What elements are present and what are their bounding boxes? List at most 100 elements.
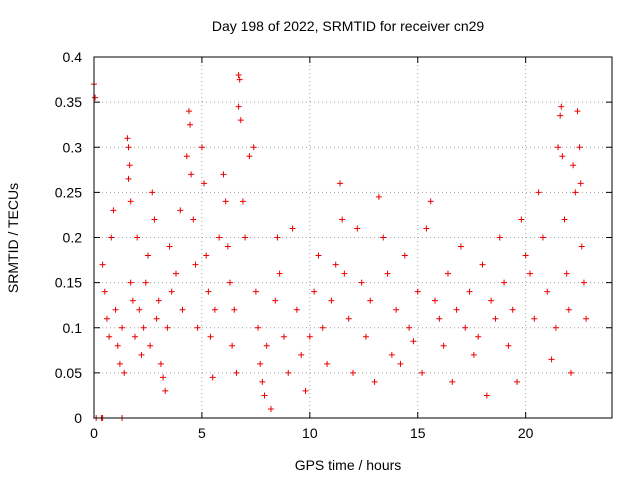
data-point [548, 356, 555, 363]
data-point [149, 189, 156, 196]
data-point [350, 369, 356, 376]
x-axis-label: GPS time / hours [295, 457, 402, 473]
data-point [216, 234, 223, 241]
x-tick-label: 20 [518, 425, 534, 441]
data-point [153, 315, 160, 322]
data-point [259, 378, 266, 385]
data-point [166, 243, 173, 250]
data-point [274, 234, 281, 241]
data-point [315, 252, 322, 259]
data-point [177, 207, 184, 214]
data-point [110, 207, 117, 214]
data-point [242, 234, 249, 241]
tick-layer: 0 0.05 0.1 0.15 0.2 0.25 0.3 0.35 0.4 0 5 10 15 20 [55, 49, 612, 441]
data-point [522, 252, 529, 259]
data-point [222, 198, 229, 205]
data-point [142, 279, 149, 286]
y-tick-label: 0.15 [55, 275, 82, 291]
data-point [328, 297, 335, 304]
data-point [134, 234, 141, 241]
data-point [555, 144, 562, 151]
data-points [91, 72, 590, 421]
data-point [229, 342, 236, 349]
data-point [302, 387, 309, 394]
data-point [185, 108, 192, 115]
data-point [436, 315, 443, 322]
data-point [187, 121, 194, 128]
y-tick-label: 0.1 [63, 320, 83, 336]
data-point [236, 76, 243, 83]
data-point [293, 306, 300, 313]
data-point [205, 288, 212, 295]
data-point [432, 297, 439, 304]
y-tick-label: 0.05 [55, 365, 82, 381]
data-point [475, 333, 482, 340]
data-point [126, 162, 133, 169]
data-point [558, 103, 565, 110]
data-point [252, 288, 259, 295]
data-point [388, 351, 395, 358]
data-point [367, 297, 374, 304]
data-point [544, 288, 551, 295]
data-point [147, 342, 154, 349]
data-point [261, 392, 268, 399]
data-point [231, 306, 238, 313]
data-point [505, 342, 512, 349]
data-point [289, 225, 296, 232]
grid-layer [94, 57, 612, 418]
data-point [337, 180, 344, 187]
data-point [192, 261, 199, 268]
data-point [539, 234, 546, 241]
data-point [574, 108, 581, 115]
data-point [567, 369, 574, 376]
data-point [401, 252, 408, 259]
data-point [419, 369, 426, 376]
data-point [194, 324, 201, 331]
data-point [132, 333, 139, 340]
data-point [371, 378, 378, 385]
y-axis-label: SRMTID / TECUs [5, 183, 21, 293]
data-point [358, 279, 365, 286]
data-point [306, 333, 313, 340]
data-point [188, 171, 195, 178]
data-point [298, 351, 305, 358]
data-point [203, 252, 210, 259]
data-point [164, 324, 171, 331]
data-point [563, 270, 570, 277]
data-point [179, 306, 186, 313]
data-point [211, 306, 218, 313]
data-point [414, 288, 421, 295]
data-point [101, 288, 108, 295]
data-point [393, 306, 400, 313]
data-point [572, 189, 579, 196]
data-point [406, 324, 413, 331]
data-point [233, 369, 240, 376]
y-tick-label: 0.3 [63, 139, 83, 155]
data-point [462, 324, 469, 331]
data-point [466, 288, 473, 295]
data-point [162, 387, 169, 394]
data-point [557, 112, 564, 119]
data-point [531, 315, 538, 322]
data-point [492, 315, 499, 322]
data-point [112, 306, 119, 313]
data-point [207, 333, 214, 340]
data-point [341, 270, 348, 277]
data-point [509, 306, 516, 313]
data-point [103, 315, 110, 322]
data-point [375, 193, 382, 200]
data-point [449, 378, 456, 385]
data-point [488, 297, 495, 304]
y-tick-label: 0.25 [55, 184, 82, 200]
data-point [125, 144, 132, 151]
data-point [427, 198, 434, 205]
data-point [127, 279, 134, 286]
data-point [440, 342, 447, 349]
x-tick-label: 0 [90, 425, 98, 441]
data-point [354, 225, 361, 232]
data-point [267, 405, 274, 412]
x-tick-label: 10 [302, 425, 318, 441]
data-point [220, 171, 227, 178]
y-tick-label: 0 [74, 410, 82, 426]
data-point [380, 234, 387, 241]
